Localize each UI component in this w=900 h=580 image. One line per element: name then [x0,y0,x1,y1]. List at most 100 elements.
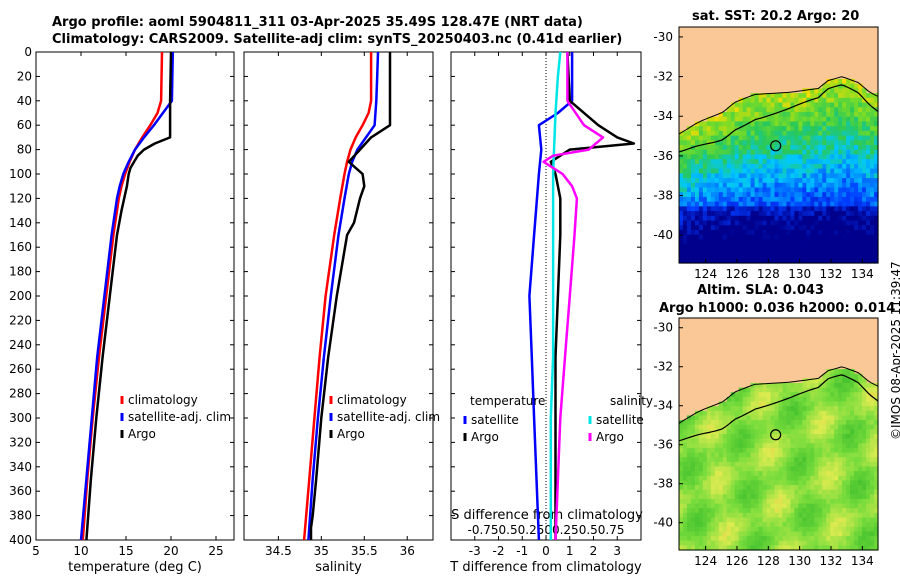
sst-pixel [826,97,831,104]
sst-pixel [842,229,847,236]
sla-pixel [842,536,847,542]
sla-pixel [814,475,819,481]
sst-pixel [790,111,796,118]
sst-pixel [774,220,780,226]
depth-tick-label: 180 [9,265,32,279]
sst-pixel [786,253,792,259]
sla-pixel [814,406,819,412]
sla-pixel [822,494,827,500]
sal-line-climatology [302,52,373,541]
sst-pixel [858,140,863,146]
sla-pixel [814,531,819,537]
sst-pixel [830,196,835,203]
sla-pixel [810,443,815,449]
sst-pixel [862,225,867,231]
sla-pixel [866,508,871,514]
sla-pixel [714,512,720,519]
sst-pixel [870,220,875,226]
sst-pixel [830,154,835,160]
sla-pixel [738,526,744,533]
sst-pixel [682,192,688,198]
sla-pixel [730,401,736,407]
sla-pixel [706,457,712,463]
sst-pixel [798,196,803,203]
sla-pixel [818,424,823,430]
sla-pixel [786,489,792,495]
sla-pixel [794,485,799,491]
sst-pixel [758,107,764,113]
sst-pixel [822,163,827,170]
sst-pixel [734,196,740,203]
sla-pixel [774,424,780,430]
sst-pixel [682,135,688,141]
sla-pixel [846,494,851,500]
sla-pixel [874,392,879,398]
sst-pixel [734,107,740,113]
sst-pixel [842,102,847,108]
sla-pixel [766,508,772,514]
sla-pixel [758,392,764,398]
sst-pixel [814,163,819,170]
sst-pixel [726,111,732,118]
sst-pixel [730,111,736,118]
sst-pixel [842,93,847,99]
sla-pixel [830,424,835,430]
sst-pixel [810,116,815,122]
sla-pixel [718,457,724,463]
sst-pixel [826,215,831,222]
sla-pixel [854,438,859,444]
sst-pixel [838,182,843,189]
sla-pixel [798,498,803,505]
sla-pixel [726,480,732,486]
sla-pixel [774,489,780,495]
sst-pixel [850,201,855,207]
sst-pixel [738,159,744,165]
sla-pixel [698,415,704,421]
sla-pixel [818,503,823,509]
sst-pixel [842,239,847,245]
sst-pixel [790,196,796,203]
sst-pixel [866,196,871,203]
sla-pixel [750,401,756,407]
sst-pixel [698,135,704,141]
sst-pixel [866,229,871,236]
sst-pixel [686,229,692,236]
sst-pixel [834,135,839,141]
sst-pixel [842,215,847,222]
sla-pixel [798,443,803,449]
sla-pixel [734,540,740,546]
depth-tick-label: 280 [9,387,32,401]
sla-pixel [814,471,819,477]
sst-pixel [822,211,827,217]
sla-pixel [754,526,760,533]
sst-pixel [702,248,708,255]
sst-pixel [822,135,827,141]
sla-pixel [814,429,819,435]
sla-pixel [726,452,732,458]
sst-pixel [858,258,863,264]
sla-pixel [722,447,728,454]
depth-tick-label: 200 [9,289,32,303]
sst-pixel [754,173,760,179]
temperature-legend-label: satellite [471,413,519,427]
sst-pixel [758,248,764,255]
sst-pixel [746,220,752,226]
sla-pixel [830,438,835,444]
sst-pixel [734,163,740,170]
sla-pixel [686,434,692,440]
sla-pixel [686,545,692,551]
sst-pixel [802,168,807,174]
sla-pixel [822,471,827,477]
sst-pixel [822,88,827,94]
sla-pixel [714,452,720,458]
sla-pixel [710,447,716,454]
sla-pixel [870,536,875,542]
sla-pixel [682,531,688,537]
sla-pixel [734,503,740,509]
sla-pixel [770,406,776,412]
sla-pixel [742,498,748,505]
sst-pixel [790,163,796,170]
sst-pixel [750,239,756,245]
sla-pixel [814,498,819,505]
sla-pixel [738,396,744,403]
